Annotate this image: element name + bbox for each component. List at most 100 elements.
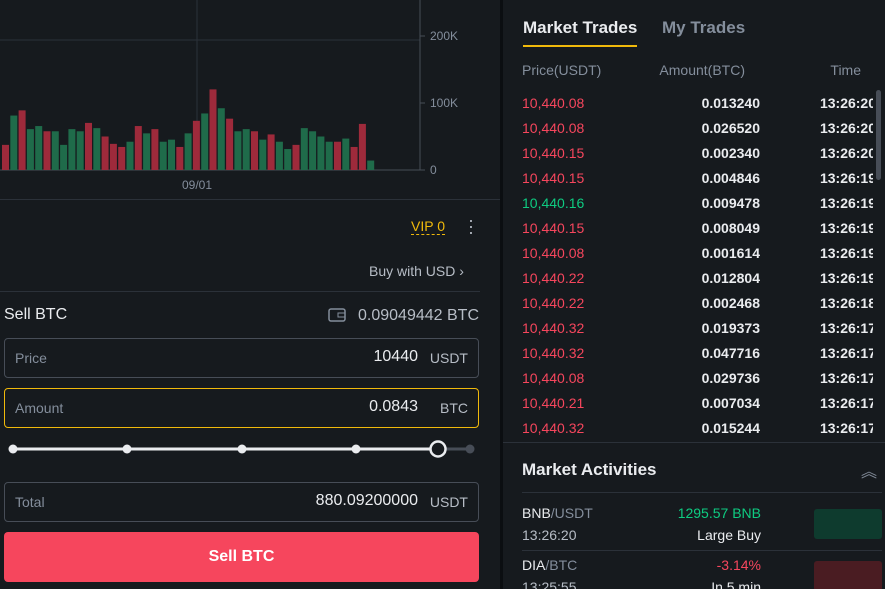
activity-icon xyxy=(814,561,882,589)
column-header: Time xyxy=(830,62,861,78)
volume-bar xyxy=(317,136,325,170)
volume-bar xyxy=(275,141,283,170)
column-header: Amount(BTC) xyxy=(659,62,745,78)
volume-bar xyxy=(43,131,51,170)
trade-price: 10,440.32 xyxy=(522,345,585,361)
volume-bar xyxy=(51,131,59,170)
trade-row: 10,440.15 0.008049 13:26:19 xyxy=(503,215,873,240)
trade-time: 13:26:18 xyxy=(819,295,873,311)
trade-amount: 0.012804 xyxy=(701,270,760,286)
trade-price: 10,440.32 xyxy=(522,420,585,435)
volume-bar xyxy=(60,144,68,170)
amount-input[interactable]: Amount 0.0843 BTC xyxy=(4,388,479,428)
y-tick-label: 100K xyxy=(430,96,458,110)
x-label: 09/01 xyxy=(182,178,212,192)
buy-with-link[interactable]: Buy with USD › xyxy=(369,263,464,279)
activity-time: 13:26:20 xyxy=(522,527,577,543)
price-input[interactable]: Price 10440 USDT xyxy=(4,338,479,378)
y-tick-label: 0 xyxy=(430,163,437,177)
trade-amount: 0.026520 xyxy=(701,120,760,136)
scrollbar[interactable] xyxy=(876,90,881,180)
volume-bar xyxy=(143,133,151,170)
trade-price: 10,440.08 xyxy=(522,370,585,386)
volume-bar xyxy=(151,129,159,170)
pair: DIA/BTC xyxy=(522,557,577,573)
trade-row: 10,440.15 0.002340 13:26:20 xyxy=(503,140,873,165)
input-unit: USDT xyxy=(429,494,468,510)
trade-amount: 0.047716 xyxy=(701,345,760,361)
volume-bar xyxy=(259,139,267,170)
trade-row: 10,440.32 0.047716 13:26:17 xyxy=(503,340,873,365)
volume-bar xyxy=(367,160,375,170)
input-unit: BTC xyxy=(440,400,468,416)
amount-slider[interactable] xyxy=(0,438,485,460)
volume-bar xyxy=(358,123,366,170)
volume-bar xyxy=(209,89,217,170)
volume-bar xyxy=(68,129,76,170)
trade-row: 10,440.22 0.012804 13:26:19 xyxy=(503,265,873,290)
volume-bar xyxy=(292,144,300,170)
volume-bar xyxy=(76,131,84,170)
trade-time: 13:26:17 xyxy=(819,320,873,336)
pair-base: BNB xyxy=(522,505,551,521)
volume-bar xyxy=(251,131,258,170)
trade-price: 10,440.32 xyxy=(522,320,585,336)
tab[interactable]: Market Trades xyxy=(523,18,638,47)
pair-base: DIA xyxy=(522,557,546,573)
pair-quote: /BTC xyxy=(545,557,578,573)
trade-amount: 0.013240 xyxy=(701,95,760,111)
volume-chart: 09/01 0 100K 200K xyxy=(0,0,458,192)
volume-bar xyxy=(10,115,18,170)
trade-amount: 0.002340 xyxy=(701,145,760,161)
activity-kind: Large Buy xyxy=(697,527,761,543)
sell-button[interactable]: Sell BTC xyxy=(4,532,479,582)
volume-bar xyxy=(300,128,308,170)
volume-bar xyxy=(267,134,275,170)
volume-bar xyxy=(93,128,101,170)
volume-bar xyxy=(226,118,234,170)
volume-bar xyxy=(134,126,142,170)
section-title: Market Activities xyxy=(522,460,657,479)
trade-price: 10,440.15 xyxy=(522,170,585,186)
volume-bar xyxy=(109,143,117,170)
volume-bar xyxy=(118,146,126,170)
vip-level[interactable]: VIP 0 xyxy=(411,218,445,235)
trade-row: 10,440.08 0.001614 13:26:19 xyxy=(503,240,873,265)
trade-amount: 0.019373 xyxy=(701,320,760,336)
trade-time: 13:26:17 xyxy=(819,420,873,435)
more-menu[interactable]: · · · xyxy=(468,210,474,242)
trade-time: 13:26:20 xyxy=(819,145,873,161)
trade-price: 10,440.15 xyxy=(522,220,585,236)
trade-time: 13:26:19 xyxy=(819,245,873,261)
trade-price: 10,440.21 xyxy=(522,395,585,411)
trade-amount: 0.001614 xyxy=(701,245,760,261)
trade-price: 10,440.15 xyxy=(522,145,585,161)
volume-bar xyxy=(101,136,109,170)
volume-bar xyxy=(217,108,225,170)
column-header: Price(USDT) xyxy=(522,62,602,78)
trade-row: 10,440.22 0.002468 13:26:18 xyxy=(503,290,873,315)
trade-time: 13:26:20 xyxy=(819,120,873,136)
activity-time: 13:25:55 xyxy=(522,579,577,589)
row-divider xyxy=(522,550,882,551)
pair: BNB/USDT xyxy=(522,505,593,521)
input-label: Amount xyxy=(15,400,64,416)
link-text: Buy with USD xyxy=(369,263,456,279)
volume-bar xyxy=(201,113,209,170)
trade-amount: 0.008049 xyxy=(701,220,760,236)
divider xyxy=(522,492,882,493)
total-input[interactable]: Total 880.09200000 USDT xyxy=(4,482,479,522)
trade-price: 10,440.08 xyxy=(522,245,585,261)
trade-time: 13:26:19 xyxy=(819,220,873,236)
volume-bar xyxy=(2,144,9,170)
trade-amount: 0.007034 xyxy=(701,395,760,411)
tab[interactable]: My Trades xyxy=(662,18,746,37)
collapse-icon[interactable]: ︽ xyxy=(861,464,878,481)
trade-row: 10,440.32 0.019373 13:26:17 xyxy=(503,315,873,340)
input-label: Price xyxy=(15,350,47,366)
trade-amount: 0.009478 xyxy=(701,195,760,211)
right-panel: Market Trades My Trades Price(USDT) Amou… xyxy=(503,0,885,589)
input-unit: USDT xyxy=(429,350,468,366)
volume-bar xyxy=(176,146,184,170)
